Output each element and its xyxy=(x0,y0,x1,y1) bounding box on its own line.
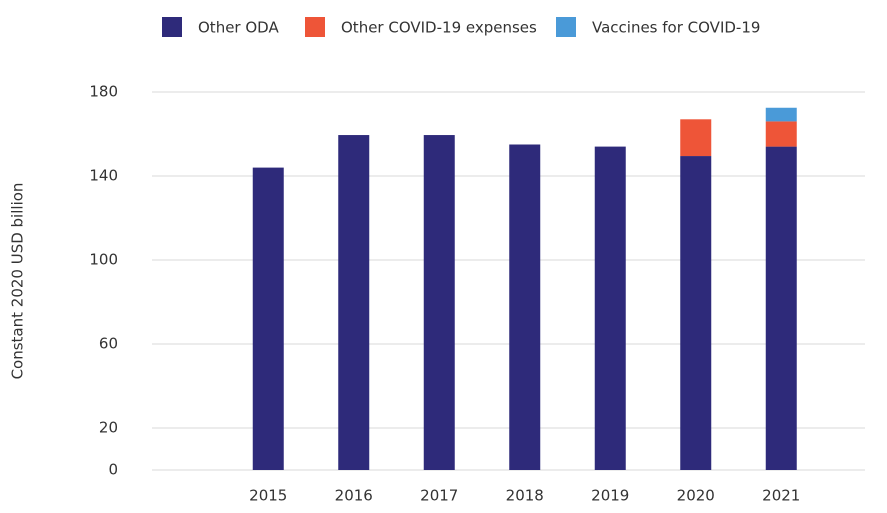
x-tick-label: 2016 xyxy=(335,487,373,505)
x-tick-label: 2017 xyxy=(420,487,458,505)
y-tick-label: 180 xyxy=(89,83,118,101)
y-tick-label: 100 xyxy=(89,251,118,269)
y-tick-label: 140 xyxy=(89,167,118,185)
legend-swatch xyxy=(305,17,325,37)
bar-segment xyxy=(765,146,797,470)
legend-label: Other COVID-19 expenses xyxy=(341,19,537,37)
y-tick-label: 20 xyxy=(99,419,118,437)
bar-segment xyxy=(680,119,712,157)
legend-swatch xyxy=(556,17,576,37)
bar-segment xyxy=(252,167,284,470)
legend-label: Vaccines for COVID-19 xyxy=(592,19,760,37)
y-tick-label: 60 xyxy=(99,335,118,353)
x-tick-label: 2021 xyxy=(762,487,800,505)
y-tick-label: 0 xyxy=(108,461,118,479)
bar-segment xyxy=(680,156,712,471)
legend-label: Other ODA xyxy=(198,19,279,37)
x-tick-label: 2018 xyxy=(506,487,544,505)
bar-segment xyxy=(338,135,370,471)
bar-segment xyxy=(509,144,541,470)
x-tick-label: 2015 xyxy=(249,487,287,505)
x-tick-label: 2020 xyxy=(677,487,715,505)
x-tick-label: 2019 xyxy=(591,487,629,505)
bar-segment xyxy=(765,121,797,147)
bar-segment xyxy=(765,107,797,122)
bar-segment xyxy=(423,135,455,471)
bar-segment xyxy=(594,146,626,470)
y-axis-label: Constant 2020 USD billion xyxy=(9,183,27,380)
legend-swatch xyxy=(162,17,182,37)
